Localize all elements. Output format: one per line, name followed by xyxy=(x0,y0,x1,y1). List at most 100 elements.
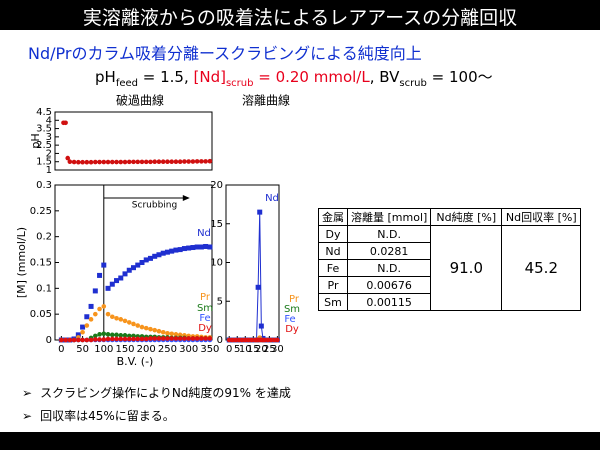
y-tick-label: 10 xyxy=(210,258,223,269)
marker xyxy=(139,159,145,165)
marker xyxy=(156,328,162,334)
purity: 91.0 xyxy=(430,225,503,311)
marker xyxy=(265,337,271,343)
marker xyxy=(101,304,107,309)
marker xyxy=(109,281,115,287)
marker xyxy=(173,336,179,341)
marker xyxy=(194,336,200,341)
series-label: Pr xyxy=(289,294,300,305)
marker xyxy=(207,158,213,164)
marker xyxy=(230,337,235,343)
amount: N.D. xyxy=(346,225,432,243)
x-tick-label: 30 xyxy=(271,344,284,355)
x-tick-label: 50 xyxy=(76,344,89,355)
condition-base: , BV xyxy=(369,68,400,86)
marker xyxy=(80,337,85,343)
bullet-text: 回収率は45%に留まる。 xyxy=(40,409,175,423)
marker xyxy=(236,337,242,343)
condition: , BVscrub = 100〜 xyxy=(369,68,493,89)
marker xyxy=(160,250,166,256)
y-tick-label: 0.1 xyxy=(36,283,52,294)
marker xyxy=(143,159,149,165)
y-tick-label: 4 xyxy=(46,115,52,126)
x-tick-label: 20 xyxy=(255,344,268,355)
marker xyxy=(148,336,153,341)
plot-frame xyxy=(54,111,213,171)
marker xyxy=(114,278,120,284)
x-tick-label: 25 xyxy=(263,344,276,355)
conditions: pHfeed = 1.5, [Nd]scrub = 0.20 mmol/L, B… xyxy=(95,66,493,89)
series-label: Dy xyxy=(198,323,212,334)
marker xyxy=(76,337,81,343)
marker xyxy=(239,337,245,343)
series-line xyxy=(229,212,278,341)
marker xyxy=(173,159,179,165)
subtitle: Nd/Prのカラム吸着分離ースクラビングによる純度向上 xyxy=(28,44,422,63)
marker xyxy=(97,332,102,337)
amount: 0.00676 xyxy=(346,276,432,294)
marker xyxy=(126,336,132,342)
table-header: Nd回収率 [%] xyxy=(501,208,582,226)
marker xyxy=(88,337,94,343)
x-tick-label: 10 xyxy=(239,344,252,355)
condition-rest: = 100〜 xyxy=(426,68,493,86)
marker xyxy=(139,260,145,265)
marker xyxy=(84,323,90,328)
marker xyxy=(135,159,141,165)
y-axis-label: pH xyxy=(29,133,42,148)
chart-title: 破過曲線 xyxy=(116,93,164,108)
marker xyxy=(126,159,132,165)
marker xyxy=(160,159,166,165)
condition-sub: scrub xyxy=(225,78,254,89)
metal: Sm xyxy=(318,293,348,311)
footer-bar xyxy=(0,432,600,450)
marker xyxy=(114,332,119,338)
condition-base: [Nd] xyxy=(193,68,226,86)
marker xyxy=(71,337,77,343)
y-tick-label: 3.5 xyxy=(36,124,52,135)
marker xyxy=(190,245,196,251)
marker xyxy=(164,249,170,255)
x-tick-label: 300 xyxy=(179,344,198,355)
marker xyxy=(182,159,187,164)
marker xyxy=(169,336,174,341)
bullet: ➢ 回収率は45%に留まる。 xyxy=(22,409,175,423)
marker xyxy=(148,326,153,332)
marker xyxy=(257,209,263,215)
recovery: 45.2 xyxy=(501,225,582,311)
marker xyxy=(262,337,267,343)
marker xyxy=(177,247,183,253)
marker xyxy=(139,324,145,330)
series-label: Nd xyxy=(197,228,211,239)
marker xyxy=(135,262,141,268)
marker xyxy=(131,336,136,342)
marker xyxy=(135,336,141,342)
bullet: ➢ スクラビング操作によりNd純度の91% を達成 xyxy=(22,386,291,400)
marker xyxy=(165,336,170,341)
x-tick-label: 350 xyxy=(200,344,219,355)
marker xyxy=(80,329,85,335)
amount: 0.0281 xyxy=(346,242,432,260)
marker xyxy=(118,333,124,338)
marker xyxy=(160,336,166,341)
marker xyxy=(93,333,98,339)
marker xyxy=(199,336,204,341)
marker xyxy=(275,337,280,343)
y-tick-label: 4.5 xyxy=(36,107,52,118)
marker xyxy=(80,324,86,330)
marker xyxy=(271,337,277,343)
table-header: 溶離量 [mmol] xyxy=(346,208,432,226)
arrow-head xyxy=(182,195,190,201)
y-tick-label: 0.15 xyxy=(30,258,52,269)
y-tick-label: 0.3 xyxy=(36,180,52,191)
slide-title: 実溶離液からの吸着法によるレアアースの分離回収 xyxy=(82,7,518,29)
marker xyxy=(97,272,103,278)
x-tick-label: 200 xyxy=(137,344,156,355)
y-tick-label: 3 xyxy=(46,132,52,143)
marker xyxy=(126,267,132,273)
condition-sub: scrub xyxy=(399,78,427,89)
x-tick-label: 150 xyxy=(115,344,134,355)
bullet-text: スクラビング操作によりNd純度の91% を達成 xyxy=(40,386,291,400)
marker xyxy=(118,275,124,281)
metal: Fe xyxy=(318,259,348,277)
